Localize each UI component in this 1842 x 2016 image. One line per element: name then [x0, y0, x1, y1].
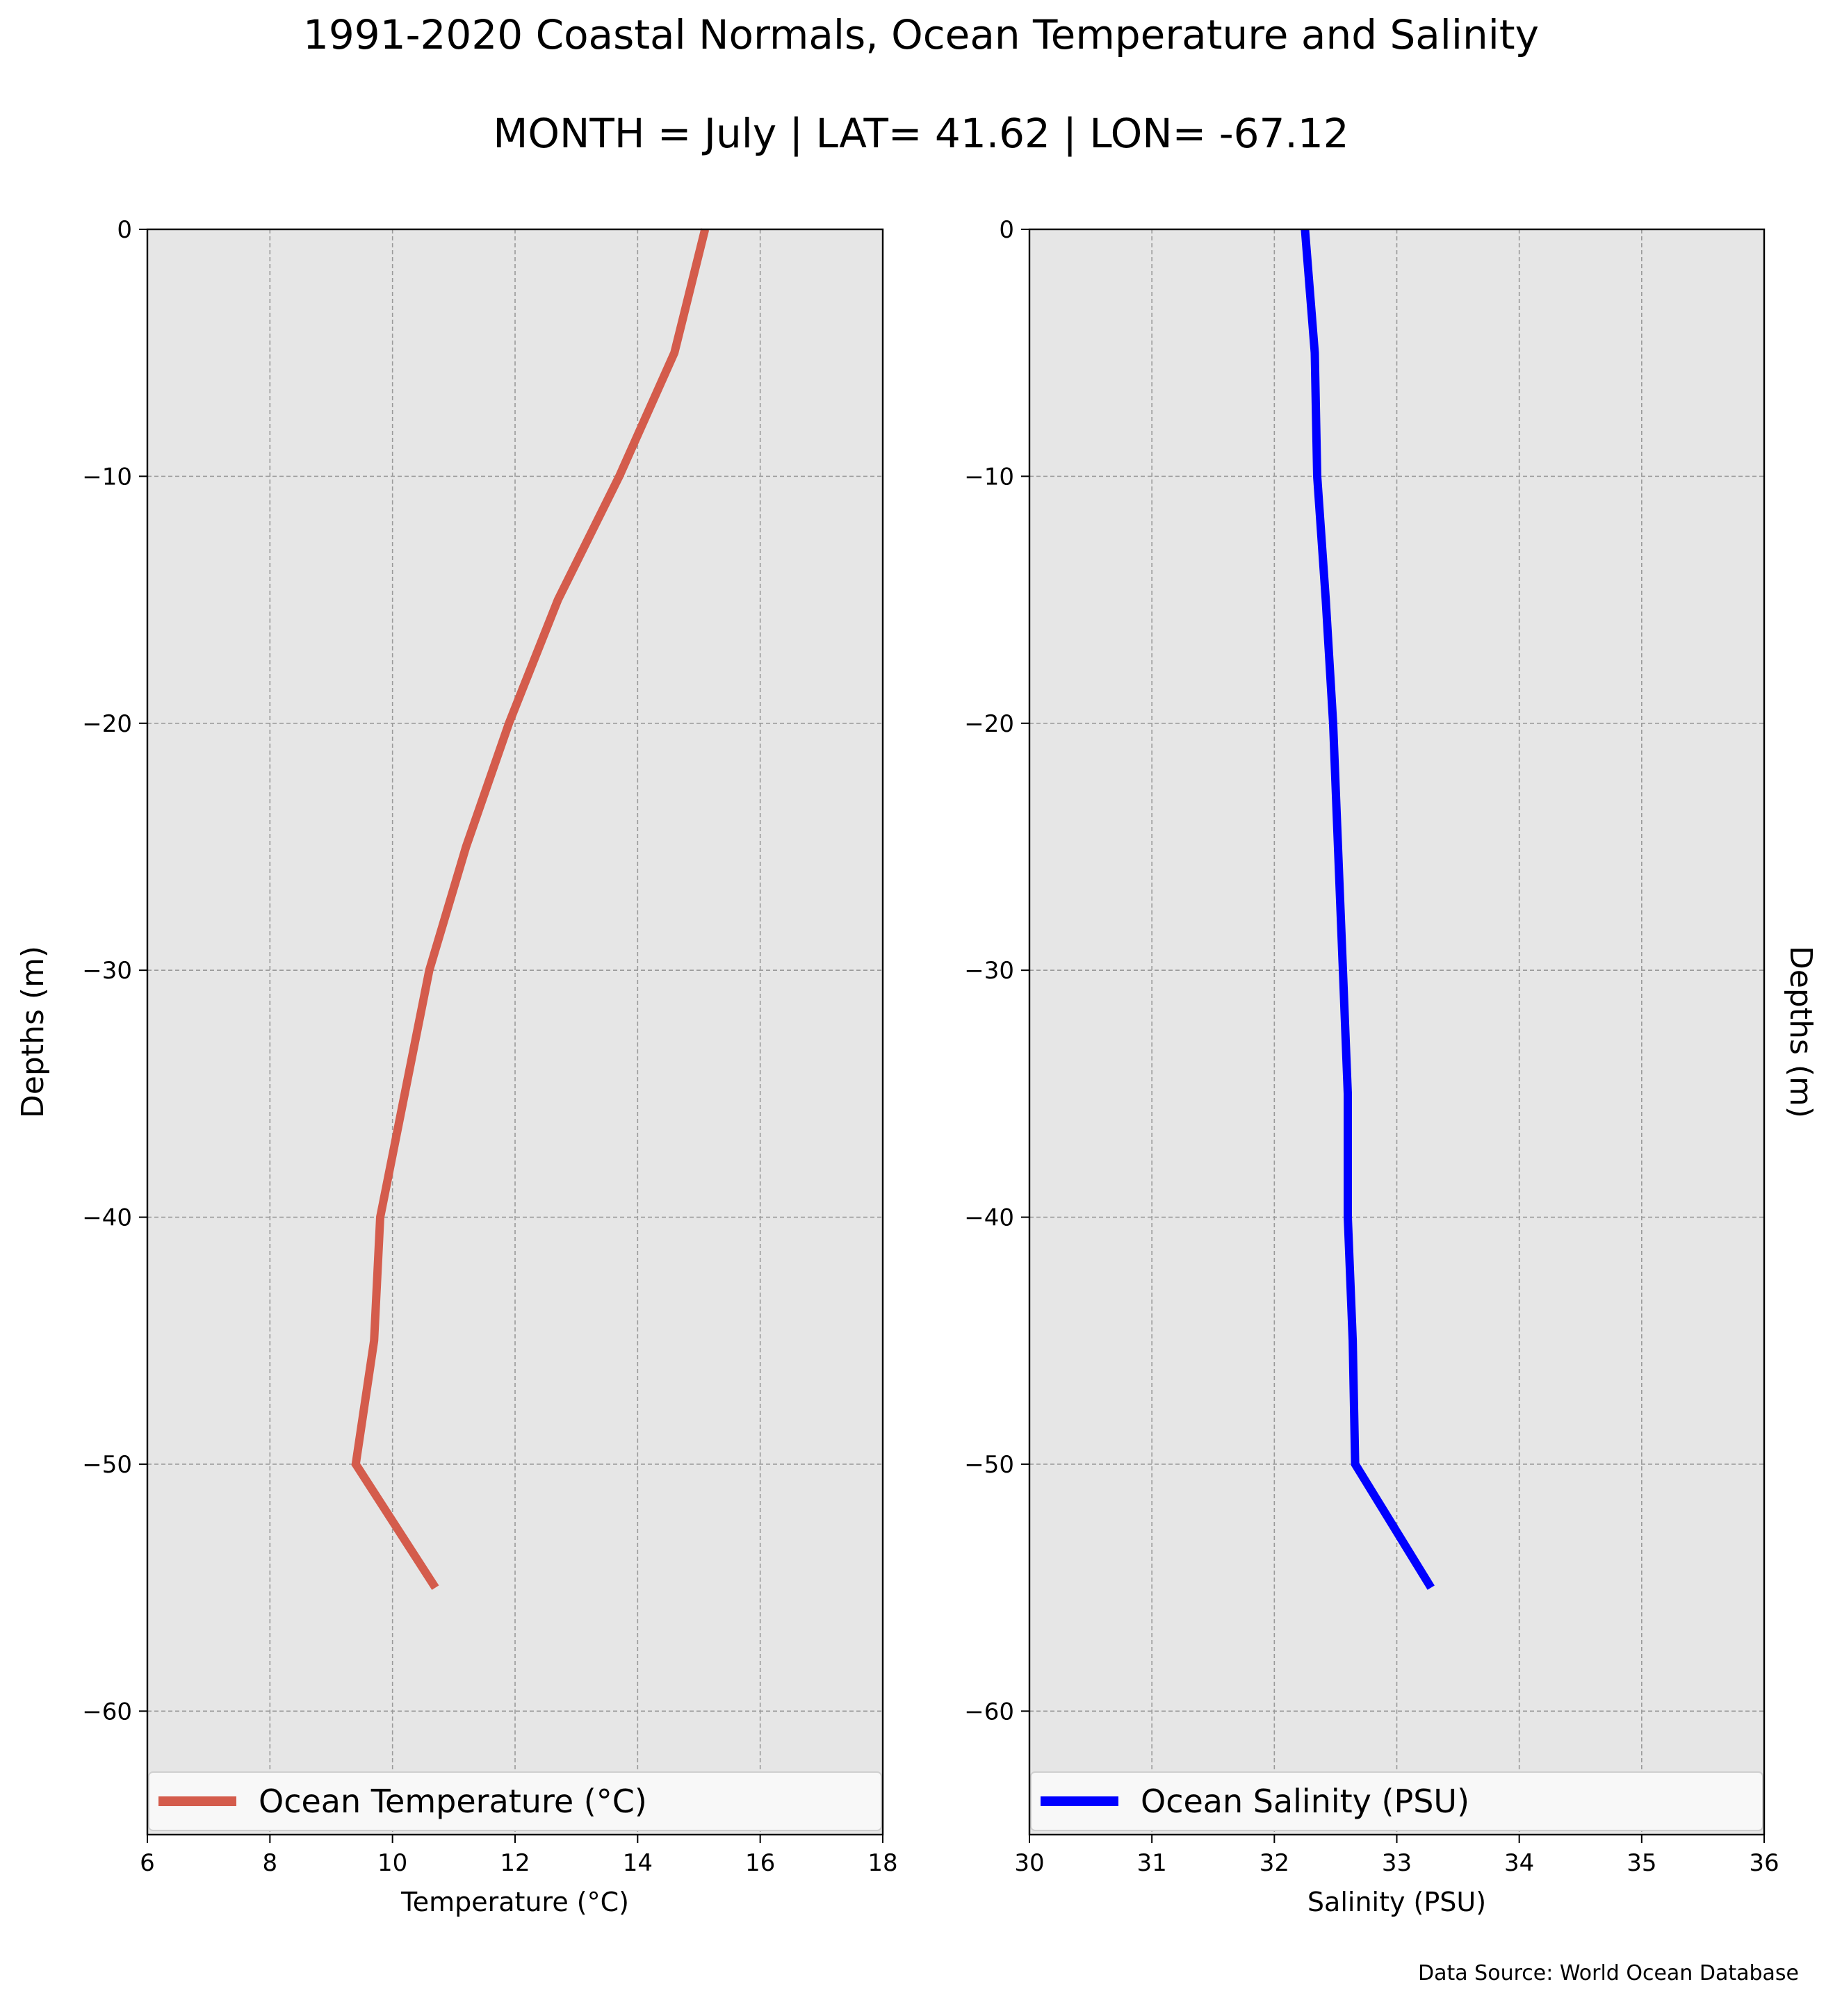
temperature-legend-label: Ocean Temperature (°C) — [259, 1783, 647, 1820]
salinity-panel: 30 31 32 33 34 35 36 0 −10 −20 −30 −40 −50 −60 Ocean S… — [964, 216, 1818, 1917]
temperature-x-axis-label: Temperature (°C) — [400, 1887, 629, 1917]
temperature-y-tick-label: −10 — [82, 463, 132, 491]
salinity-y-tick-label: 0 — [999, 216, 1014, 244]
salinity-y-tick-label: −40 — [964, 1204, 1014, 1232]
salinity-y-tick-label: −60 — [964, 1698, 1014, 1726]
temperature-panel: 6 8 10 12 14 16 18 0 −10 −20 −30 −40 −50 −60 Ocean Tem… — [15, 216, 898, 1917]
temperature-x-tick-label: 10 — [377, 1849, 407, 1877]
salinity-y-tick-label: −20 — [964, 710, 1014, 738]
temperature-x-tick-label: 12 — [500, 1849, 530, 1877]
salinity-legend-label: Ocean Salinity (PSU) — [1141, 1783, 1469, 1820]
salinity-x-tick-label: 33 — [1382, 1849, 1412, 1877]
temperature-y-tick-label: −30 — [82, 957, 132, 985]
temperature-x-tick-label: 16 — [745, 1849, 775, 1877]
temperature-y-tick-label: −60 — [82, 1698, 132, 1726]
salinity-x-axis-label: Salinity (PSU) — [1307, 1887, 1486, 1917]
salinity-y-tick-label: −10 — [964, 463, 1014, 491]
salinity-legend-box — [1030, 1771, 1763, 1831]
temperature-y-tick-label: −20 — [82, 710, 132, 738]
salinity-x-tick-label: 34 — [1504, 1849, 1534, 1877]
temperature-x-tick-label: 14 — [623, 1849, 653, 1877]
temperature-legend-box — [148, 1771, 882, 1831]
data-source-note: Data Source: World Ocean Database — [1418, 1961, 1799, 1985]
temperature-y-tick-label: −50 — [82, 1451, 132, 1479]
chart-subtitle: MONTH = July | LAT= 41.62 | LON= -67.12 — [493, 110, 1349, 157]
temperature-x-tick-label: 18 — [867, 1849, 897, 1877]
salinity-y-axis-label: Depths (m) — [1783, 946, 1818, 1118]
temperature-y-axis-label: Depths (m) — [15, 946, 51, 1118]
salinity-y-tick-label: −30 — [964, 957, 1014, 985]
salinity-series-line — [1301, 229, 1435, 1590]
salinity-x-tick-label: 30 — [1014, 1849, 1044, 1877]
salinity-x-tick-label: 31 — [1137, 1849, 1167, 1877]
temperature-frame — [146, 228, 884, 1836]
temperature-y-tick-label: −40 — [82, 1204, 132, 1232]
temperature-x-tick-label: 6 — [140, 1849, 155, 1877]
temperature-y-tick-label: 0 — [117, 216, 132, 244]
salinity-x-tick-label: 35 — [1627, 1849, 1656, 1877]
temperature-x-tick-label: 8 — [263, 1849, 278, 1877]
chart-title: 1991-2020 Coastal Normals, Ocean Tempera… — [303, 11, 1539, 58]
salinity-frame — [1028, 228, 1766, 1836]
temperature-series-line — [351, 228, 710, 1590]
salinity-y-tick-label: −50 — [964, 1451, 1014, 1479]
salinity-x-tick-label: 32 — [1260, 1849, 1289, 1877]
salinity-x-tick-label: 36 — [1749, 1849, 1779, 1877]
